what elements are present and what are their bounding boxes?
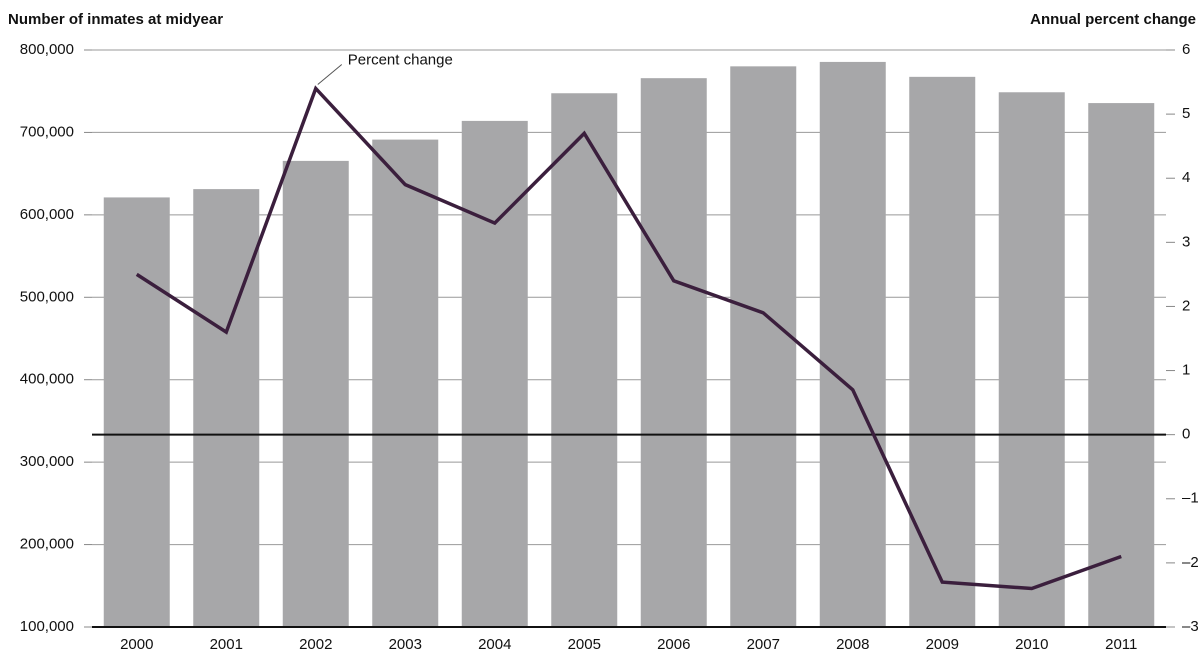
series-label: Percent change [348, 51, 453, 68]
x-tick-label: 2004 [478, 636, 511, 653]
x-tick-label: 2005 [568, 636, 601, 653]
x-tick-label: 2010 [1015, 636, 1048, 653]
y-tick-label: 100,000 [20, 618, 74, 635]
x-tick-label: 2008 [836, 636, 869, 653]
x-tick-label: 2007 [747, 636, 780, 653]
bar [193, 189, 260, 628]
y2-tick-label: –3 [1182, 618, 1199, 635]
y-tick-label: 300,000 [20, 453, 74, 470]
x-tick-label: 2002 [299, 636, 332, 653]
y-tick-label: 400,000 [20, 371, 74, 388]
x-tick-label: 2006 [657, 636, 690, 653]
bar [461, 120, 528, 627]
x-tick-label: 2001 [210, 636, 243, 653]
y-tick-label: 600,000 [20, 206, 74, 223]
x-tick-label: 2011 [1105, 636, 1137, 653]
x-tick-label: 2000 [120, 636, 153, 653]
y2-tick-label: 2 [1182, 297, 1190, 314]
bar [640, 78, 707, 627]
y2-tick-label: 5 [1182, 105, 1190, 122]
y2-tick-label: 0 [1182, 426, 1190, 443]
y2-tick-label: 3 [1182, 233, 1190, 250]
y2-tick-label: 4 [1182, 169, 1190, 186]
y-tick-label: 200,000 [20, 536, 74, 553]
y2-tick-label: –1 [1182, 490, 1199, 507]
line [135, 85, 1122, 591]
bar [372, 139, 439, 627]
x-tick-label: 2003 [389, 636, 422, 653]
x-tick-label: 2009 [926, 636, 959, 653]
y-tick-label: 700,000 [20, 123, 74, 140]
y-tick-label: 500,000 [20, 288, 74, 305]
y-axis-title: Number of inmates at midyear [8, 11, 223, 28]
y2-axis-title: Annual percent change [1030, 11, 1196, 28]
bar [551, 93, 618, 627]
y2-tick-label: –2 [1182, 554, 1199, 571]
bar [819, 61, 886, 628]
y2-tick-label: 1 [1182, 362, 1190, 379]
bar [909, 76, 976, 627]
y2-tick-label: 6 [1182, 41, 1190, 58]
bar [282, 160, 349, 628]
annotation-leader [317, 64, 343, 85]
bar [998, 92, 1065, 628]
bar [103, 197, 170, 628]
bar [730, 66, 797, 627]
y-tick-label: 800,000 [20, 41, 74, 58]
bar [1088, 103, 1155, 627]
